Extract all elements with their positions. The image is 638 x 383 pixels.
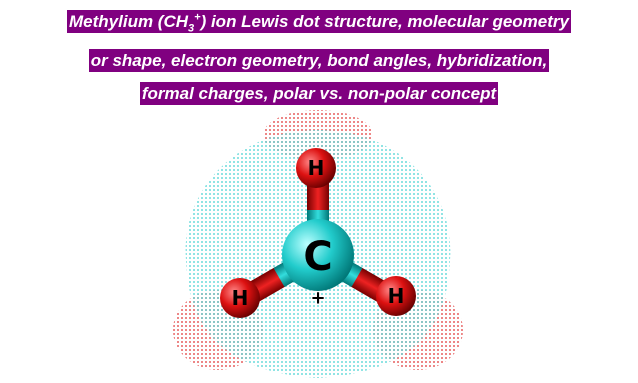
atom-label: H — [388, 284, 405, 308]
title-text: ) ion Lewis dot structure, molecular geo… — [200, 11, 569, 31]
title-line: or shape, electron geometry, bond angles… — [88, 49, 550, 73]
carbon-atom — [282, 219, 354, 291]
subscript: 3 — [188, 22, 195, 35]
hydrogen-atom — [376, 276, 416, 316]
title-line: formal charges, polar vs. non-polar conc… — [139, 82, 499, 106]
atom-label: C — [303, 234, 332, 280]
title-line: Methylium (CH3+) ion Lewis dot structure… — [67, 9, 571, 35]
atom-label: H — [232, 286, 249, 310]
title: Methylium (CH3+) ion Lewis dot structure… — [0, 4, 638, 113]
title-text: Methylium (CH — [69, 11, 189, 31]
charge-label: + — [310, 288, 325, 309]
atom-label: H — [308, 156, 325, 180]
hydrogen-atom — [220, 278, 260, 318]
hydrogen-atom — [296, 148, 336, 188]
superscript: + — [194, 11, 201, 23]
